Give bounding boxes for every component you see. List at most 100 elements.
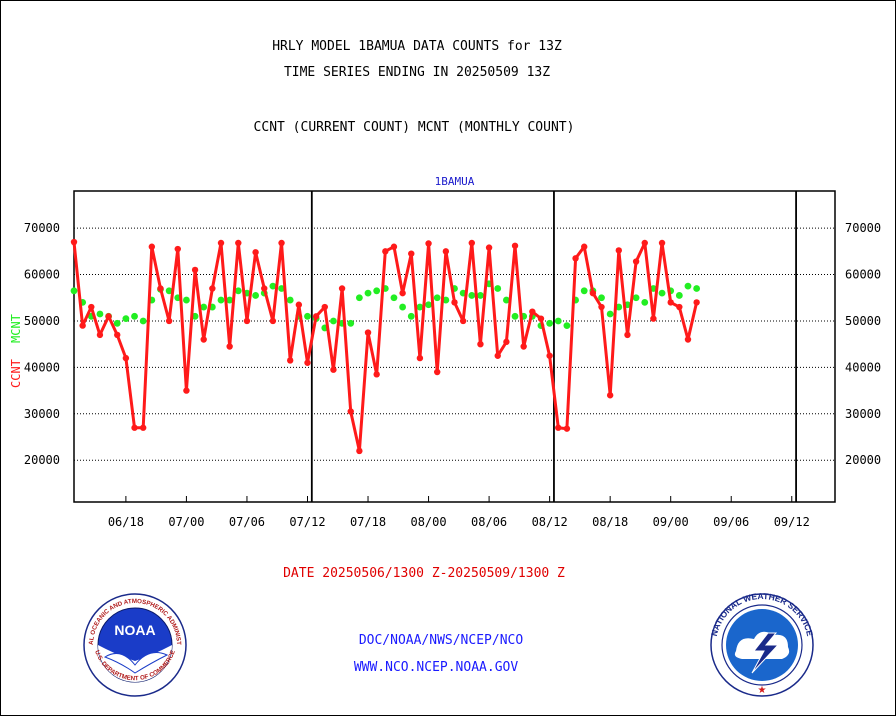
ccnt-point xyxy=(105,313,112,320)
ccnt-point xyxy=(390,243,398,250)
date-range: DATE 20250506/1300 Z-20250509/1300 Z xyxy=(283,566,565,581)
ccnt-point xyxy=(200,336,207,343)
ccnt-point xyxy=(468,239,475,247)
ccnt-point xyxy=(278,239,285,247)
ccnt-point xyxy=(226,343,233,350)
ccnt-point xyxy=(261,285,268,292)
mcnt-point xyxy=(615,303,623,311)
mcnt-point xyxy=(364,289,372,297)
ccnt-point xyxy=(209,285,216,292)
ccnt-point xyxy=(183,387,190,394)
mcnt-point xyxy=(390,294,398,302)
ccnt-point xyxy=(684,336,692,343)
ccnt-point xyxy=(555,424,562,431)
x-tick-label: 07/18 xyxy=(350,515,386,529)
mcnt-point xyxy=(399,303,407,311)
ccnt-point xyxy=(459,317,467,325)
y-tick-label-left: 40000 xyxy=(24,360,60,374)
ccnt-point xyxy=(356,447,363,455)
ccnt-point xyxy=(624,331,631,339)
ccnt-point xyxy=(589,289,597,297)
mcnt-point xyxy=(684,282,692,290)
ccnt-point xyxy=(442,248,450,255)
y-tick-label-right: 50000 xyxy=(845,314,881,328)
ccnt-point xyxy=(191,266,199,274)
ccnt-point xyxy=(485,244,493,251)
mcnt-point xyxy=(442,296,450,304)
ccnt-point xyxy=(425,240,432,247)
mcnt-point xyxy=(304,312,311,320)
ccnt-point xyxy=(96,331,104,339)
mcnt-point xyxy=(269,282,277,290)
mcnt-point xyxy=(693,285,701,292)
x-tick-label: 07/00 xyxy=(168,515,204,529)
ccnt-point xyxy=(615,247,623,254)
ccnt-point xyxy=(494,352,501,359)
mcnt-point xyxy=(286,296,294,304)
ccnt-point xyxy=(434,368,441,376)
mcnt-point xyxy=(70,287,78,295)
mcnt-point xyxy=(407,312,415,320)
x-tick-label: 08/00 xyxy=(410,515,446,529)
ccnt-point xyxy=(347,408,354,415)
mcnt-point xyxy=(347,319,355,327)
ccnt-point xyxy=(693,299,700,306)
ccnt-point xyxy=(606,392,614,399)
y-axis-label-mcnt: MCNT xyxy=(9,314,23,343)
mcnt-point xyxy=(554,317,562,325)
mcnt-point xyxy=(494,285,502,292)
mcnt-point xyxy=(183,296,190,304)
ccnt-point xyxy=(139,424,147,431)
ccnt-point xyxy=(537,315,545,322)
y-axis-label-ccnt: CCNT xyxy=(9,359,23,388)
ccnt-point xyxy=(122,354,130,362)
mcnt-point xyxy=(632,294,640,302)
mcnt-point xyxy=(355,294,363,302)
ccnt-point xyxy=(174,245,181,253)
mcnt-point xyxy=(563,322,571,330)
y-tick-label-right: 70000 xyxy=(845,221,881,235)
ccnt-point xyxy=(165,317,173,325)
ccnt-point xyxy=(641,239,648,247)
plot-title: 1BAMUA xyxy=(435,175,475,188)
ccnt-point xyxy=(632,258,640,265)
noaa-logo: NOAA NATIONAL OCEANIC AND ATMOSPHERIC AD… xyxy=(81,593,187,697)
mcnt-point xyxy=(234,287,242,295)
ccnt-point xyxy=(295,301,303,308)
ccnt-point xyxy=(503,338,510,346)
mcnt-point xyxy=(226,296,234,304)
mcnt-point xyxy=(477,292,484,299)
y-tick-label-right: 30000 xyxy=(845,407,881,421)
chart-title-line1: HRLY MODEL 1BAMUA DATA COUNTS for 13Z xyxy=(272,39,562,54)
y-tick-label-left: 50000 xyxy=(24,314,60,328)
ccnt-point xyxy=(650,315,657,322)
ccnt-point xyxy=(399,289,406,297)
mcnt-point xyxy=(139,317,147,325)
ccnt-series-line xyxy=(72,241,699,453)
mcnt-point xyxy=(416,303,424,311)
mcnt-point xyxy=(546,319,554,327)
ccnt-point xyxy=(286,357,294,364)
website-link[interactable]: WWW.NCO.NCEP.NOAA.GOV xyxy=(353,660,519,675)
ccnt-point xyxy=(88,303,95,311)
ccnt-point xyxy=(451,299,458,306)
ccnt-point xyxy=(79,322,86,329)
ccnt-point xyxy=(235,239,242,247)
mcnt-point xyxy=(122,315,130,323)
mcnt-point xyxy=(511,312,519,320)
y-tick-label-left: 60000 xyxy=(24,268,60,282)
mcnt-point xyxy=(113,319,121,327)
mcnt-point xyxy=(217,296,225,304)
org-link[interactable]: DOC/NOAA/NWS/NCEP/NCO xyxy=(358,633,524,648)
noaa-logo-text: NOAA xyxy=(114,622,155,638)
x-tick-label: 07/12 xyxy=(289,515,325,529)
ccnt-point xyxy=(382,248,389,255)
svg-text:★: ★ xyxy=(758,685,767,696)
chart-title-line2: TIME SERIES ENDING IN 20250509 13Z xyxy=(283,65,551,80)
ccnt-point xyxy=(70,238,78,246)
ccnt-point xyxy=(338,285,346,292)
plot-border xyxy=(73,190,836,503)
ccnt-point xyxy=(658,239,666,247)
nws-logo: NATIONAL WEATHER SERVICE ★ xyxy=(709,593,815,697)
